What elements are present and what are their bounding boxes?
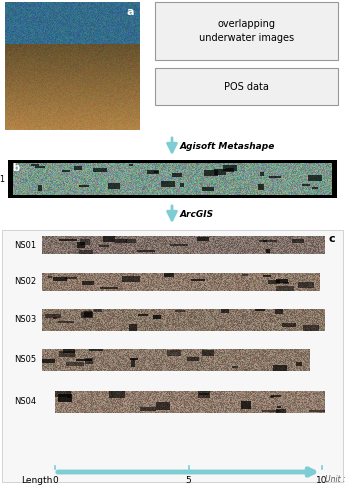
Text: b: b — [12, 163, 19, 173]
Text: POS data: POS data — [224, 82, 269, 92]
Text: 0: 0 — [52, 476, 58, 485]
Text: NS01: NS01 — [14, 240, 36, 250]
Text: Unit : m: Unit : m — [325, 475, 345, 484]
Text: 5: 5 — [186, 476, 191, 485]
FancyBboxPatch shape — [2, 230, 343, 482]
Text: Agisoft Metashape: Agisoft Metashape — [180, 142, 275, 151]
Text: c: c — [328, 234, 335, 244]
FancyBboxPatch shape — [155, 68, 338, 105]
FancyBboxPatch shape — [8, 160, 337, 198]
Text: ArcGIS: ArcGIS — [180, 210, 214, 219]
Text: NS04: NS04 — [14, 398, 36, 406]
Text: NS03: NS03 — [14, 316, 36, 324]
Text: NS05: NS05 — [14, 356, 36, 364]
Text: 10: 10 — [316, 476, 328, 485]
Text: a: a — [127, 7, 134, 17]
Text: NS01: NS01 — [0, 174, 5, 184]
Text: overlapping
underwater images: overlapping underwater images — [199, 20, 294, 42]
Text: Length: Length — [21, 476, 52, 485]
FancyBboxPatch shape — [155, 2, 338, 60]
Text: NS02: NS02 — [14, 278, 36, 286]
